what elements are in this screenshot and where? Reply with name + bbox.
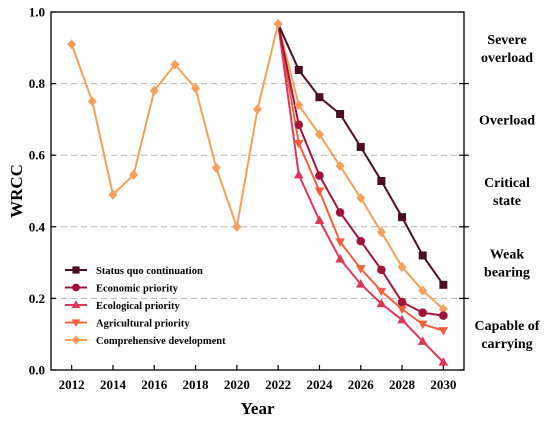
data-point-triangle-up xyxy=(355,279,366,288)
data-point-triangle-up xyxy=(335,254,345,263)
data-point-diamond xyxy=(87,96,97,107)
axis-ticks: 0.0 0.2 0.4 0.6 0.8 1.0 2012 2014 2016 2018 2020 20… xyxy=(29,5,469,392)
y-tick-label: 0.2 xyxy=(29,291,45,306)
data-point-diamond xyxy=(438,304,448,315)
data-point-circle xyxy=(315,171,324,180)
data-point-triangle-up xyxy=(71,300,81,309)
legend-label: Status quo continuation xyxy=(96,266,203,277)
zone-label: carrying xyxy=(481,337,532,352)
data-point-square xyxy=(294,65,303,74)
x-tick-label: 2026 xyxy=(348,377,375,392)
data-point-diamond xyxy=(232,221,242,232)
data-point-triangle-up xyxy=(314,215,325,224)
data-point-triangle-down xyxy=(335,238,345,247)
zone-label: overload xyxy=(481,51,533,66)
zone-label: bearing xyxy=(484,266,530,281)
data-point-triangle-down xyxy=(71,319,81,328)
data-point-triangle-down xyxy=(438,327,449,336)
zone-label: Severe xyxy=(487,33,526,48)
data-point-diamond xyxy=(108,189,118,200)
legend-label: Agricultural priority xyxy=(96,319,190,330)
data-point-square xyxy=(315,93,324,102)
data-point-circle xyxy=(418,308,428,318)
data-point-diamond xyxy=(170,59,180,70)
data-point-diamond xyxy=(376,227,386,238)
zone-label: Overload xyxy=(479,113,535,128)
x-tick-label: 2022 xyxy=(265,377,291,392)
data-point-triangle-up xyxy=(417,336,428,345)
data-point-diamond xyxy=(397,261,407,272)
zone-label: state xyxy=(493,194,521,209)
x-tick-label: 2020 xyxy=(224,377,250,392)
x-axis-title: Year xyxy=(241,399,275,418)
x-tick-label: 2030 xyxy=(430,377,456,392)
zone-label: Weak xyxy=(490,248,524,263)
data-point-diamond xyxy=(67,39,77,50)
data-point-diamond xyxy=(314,129,324,140)
data-point-circle xyxy=(72,283,80,292)
y-tick-label: 0.4 xyxy=(29,219,46,234)
data-point-square xyxy=(377,176,386,185)
data-point-triangle-down xyxy=(376,287,387,297)
y-tick-label: 0.6 xyxy=(29,148,46,163)
data-point-triangle-down xyxy=(294,139,304,149)
data-point-circle xyxy=(335,208,345,217)
data-point-square xyxy=(336,110,345,119)
data-point-triangle-up xyxy=(294,169,304,179)
data-point-diamond xyxy=(211,162,221,173)
data-point-diamond xyxy=(356,193,366,204)
x-tick-label: 2014 xyxy=(100,377,127,392)
legend: Status quo continuation Economic priority… xyxy=(65,266,226,347)
x-tick-label: 2024 xyxy=(306,377,333,392)
data-point-diamond xyxy=(418,285,428,296)
zone-label: Critical xyxy=(484,176,530,191)
historical-line xyxy=(70,23,280,231)
data-point-square xyxy=(356,142,365,151)
data-point-square xyxy=(72,266,80,274)
data-point-diamond xyxy=(273,18,283,29)
data-point-circle xyxy=(294,120,304,130)
y-axis-title: WRCC xyxy=(7,164,26,218)
data-point-triangle-down xyxy=(397,305,407,315)
series-lines xyxy=(67,18,449,366)
zone-label: Capable of xyxy=(475,319,540,334)
data-point-triangle-down xyxy=(355,265,366,274)
x-tick-label: 2012 xyxy=(59,377,85,392)
data-point-diamond xyxy=(191,83,201,94)
data-point-diamond xyxy=(253,104,262,115)
data-point-triangle-up xyxy=(397,314,407,324)
x-tick-label: 2016 xyxy=(141,377,168,392)
data-point-diamond xyxy=(335,160,345,171)
y-tick-label: 1.0 xyxy=(29,5,45,20)
data-point-circle xyxy=(397,297,407,307)
data-point-square xyxy=(439,280,448,289)
x-tick-label: 2028 xyxy=(389,377,416,392)
data-point-triangle-up xyxy=(376,298,387,308)
legend-label: Ecological priority xyxy=(96,301,180,312)
legend-label: Economic priority xyxy=(96,284,179,295)
data-point-triangle-up xyxy=(438,357,449,366)
data-point-diamond xyxy=(149,85,159,96)
plot-frame xyxy=(50,11,465,371)
grid-lines xyxy=(51,83,464,299)
data-point-triangle-down xyxy=(314,187,325,196)
y-tick-label: 0.8 xyxy=(29,76,46,91)
data-point-circle xyxy=(356,236,366,246)
zone-labels: Severe overload Overload Critical state Weak b… xyxy=(475,33,540,352)
data-point-diamond xyxy=(129,169,139,180)
data-point-diamond xyxy=(71,335,81,345)
data-point-square xyxy=(418,251,427,260)
data-point-triangle-down xyxy=(417,320,428,330)
y-tick-label: 0.0 xyxy=(29,363,45,378)
x-tick-label: 2018 xyxy=(183,377,210,392)
data-point-circle xyxy=(377,265,386,275)
data-point-diamond xyxy=(294,100,304,111)
legend-label: Comprehensive development xyxy=(96,336,226,347)
data-point-square xyxy=(398,213,407,222)
data-point-circle xyxy=(439,311,448,320)
